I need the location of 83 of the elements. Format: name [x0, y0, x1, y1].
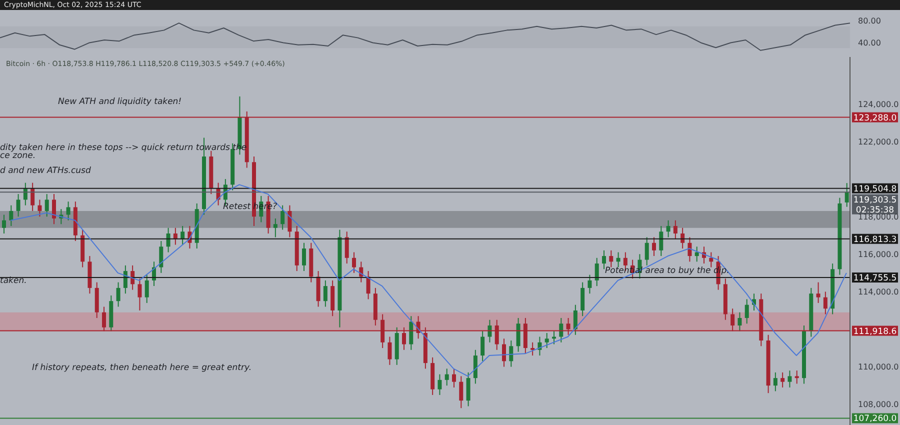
y-tick-label: 80.00 — [858, 16, 881, 26]
candlestick — [816, 282, 820, 304]
candlestick — [794, 370, 799, 384]
ref-line-label: 116,813.3 — [853, 234, 897, 245]
annotation: d and new ATHs.cusd — [0, 166, 91, 176]
candlestick — [2, 214, 6, 234]
candlestick — [780, 372, 785, 388]
candlestick — [409, 316, 414, 350]
candlestick — [680, 227, 685, 250]
candlestick — [516, 317, 520, 352]
candlestick — [609, 250, 614, 268]
candlestick — [509, 340, 514, 368]
candlestick — [502, 338, 506, 368]
candlestick — [602, 250, 606, 270]
candlestick — [588, 274, 592, 294]
candlestick — [488, 319, 492, 343]
y-tick-label: 122,000.0 — [858, 137, 899, 146]
candlestick — [438, 374, 442, 396]
candlestick — [580, 282, 585, 317]
annotation: ce zone. — [0, 151, 36, 161]
ref-line-label: 119,303.5 02:35:38 — [853, 195, 897, 216]
candlestick — [788, 370, 792, 388]
candlestick — [159, 240, 164, 274]
candlestick — [66, 201, 70, 221]
candlestick — [573, 304, 578, 336]
candlestick — [823, 291, 828, 315]
candlestick — [844, 182, 849, 208]
candlestick — [694, 246, 699, 262]
ref-line-label: 111,918.6 — [853, 326, 897, 337]
y-tick-label: 40.00 — [858, 38, 881, 48]
candlestick — [444, 368, 449, 386]
ref-line-label: 107,260.0 — [853, 414, 897, 424]
candlestick — [144, 274, 149, 304]
candlestick — [388, 336, 392, 366]
candlestick — [344, 231, 349, 264]
candlestick — [559, 317, 564, 343]
candlestick — [652, 236, 656, 257]
candlestick — [616, 252, 620, 268]
candlestick — [273, 218, 278, 238]
candlestick — [116, 282, 120, 308]
candlestick — [644, 236, 649, 266]
y-tick-label: 116,000.0 — [858, 250, 899, 259]
annotation: taken. — [0, 276, 27, 286]
candlestick — [666, 220, 670, 238]
y-tick-label: 110,000.0 — [858, 362, 899, 372]
candlestick — [166, 227, 170, 253]
candlestick — [9, 204, 14, 226]
candlestick — [30, 182, 35, 212]
candlestick — [366, 270, 370, 300]
y-tick-label: 108,000.0 — [858, 400, 899, 410]
ref-line-label: 114,755.5 — [853, 274, 897, 284]
y-tick-label: 124,000.0 — [858, 100, 899, 109]
candlestick — [180, 225, 185, 246]
candlestick — [709, 252, 714, 268]
annotation: If history repeats, then beneath here = great entry. — [32, 363, 252, 373]
candlestick — [688, 236, 692, 262]
candlestick — [44, 194, 49, 218]
annotation: New ATH and liquidity taken! — [58, 97, 182, 107]
candlestick — [773, 372, 778, 392]
candlestick — [452, 368, 456, 388]
candlestick — [16, 194, 20, 218]
ref-line-label: 123,288.0 — [853, 113, 897, 124]
candlestick — [744, 298, 749, 324]
candlestick — [738, 312, 742, 332]
ref-line-label: 119,504.8 — [853, 184, 897, 194]
candlestick — [480, 330, 485, 362]
candlestick — [52, 194, 56, 225]
candlestick — [530, 342, 535, 356]
candlestick — [323, 280, 328, 308]
candlestick — [594, 257, 599, 287]
candlestick — [38, 199, 42, 218]
candlestick — [466, 372, 470, 407]
candlestick — [659, 225, 664, 257]
y-tick-label: 114,000.0 — [858, 288, 899, 297]
candlestick — [544, 332, 549, 349]
candlestick — [288, 204, 292, 238]
candlestick — [473, 349, 478, 384]
candlestick — [459, 376, 464, 409]
candlestick — [302, 242, 306, 272]
candlestick — [280, 204, 285, 230]
candlestick — [673, 220, 678, 240]
candlestick — [138, 278, 142, 311]
candlestick — [352, 252, 356, 274]
